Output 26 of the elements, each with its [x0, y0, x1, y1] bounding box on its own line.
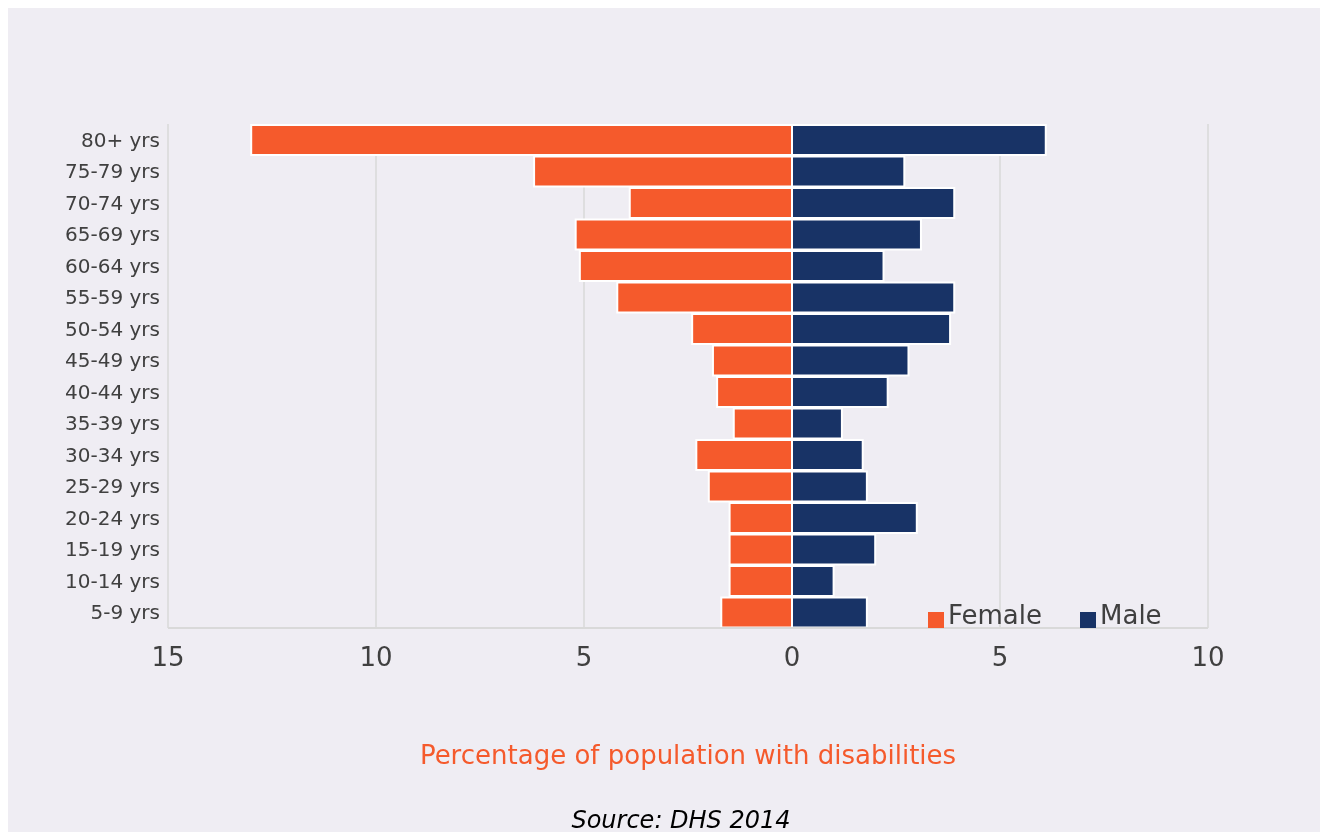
y-tick-label: 35-39 yrs: [65, 411, 160, 436]
y-tick-label: 10-14 yrs: [65, 568, 160, 593]
x-tick-label: 10: [1191, 642, 1225, 673]
y-tick-label: 80+ yrs: [80, 127, 160, 152]
y-tick-label: 15-19 yrs: [65, 537, 160, 562]
y-tick-label: 45-49 yrs: [65, 348, 160, 373]
source-note: Source: DHS 2014: [570, 806, 792, 834]
y-tick-label: 55-59 yrs: [65, 285, 160, 310]
y-tick-label: 25-29 yrs: [65, 474, 160, 499]
x-axis-title: Percentage of population with disabilities: [418, 740, 958, 770]
y-tick-label: 40-44 yrs: [65, 379, 160, 404]
x-tick-label: 0: [783, 642, 801, 673]
x-tick-label: 5: [575, 642, 593, 673]
y-tick-label: 75-79 yrs: [65, 159, 160, 184]
legend-label: Female: [948, 600, 1043, 630]
y-tick-label: 60-64 yrs: [65, 253, 160, 278]
y-tick-label: 65-69 yrs: [65, 222, 160, 247]
y-tick-label: 50-54 yrs: [65, 316, 160, 341]
legend-label: Male: [1100, 600, 1162, 630]
y-tick-label: 5-9 yrs: [90, 600, 160, 625]
x-tick-label: 15: [151, 642, 185, 673]
y-tick-label: 20-24 yrs: [65, 505, 160, 530]
x-tick-label: 5: [991, 642, 1009, 673]
y-tick-label: 70-74 yrs: [65, 190, 160, 215]
y-tick-label: 30-34 yrs: [65, 442, 160, 467]
x-tick-label: 10: [359, 642, 393, 673]
